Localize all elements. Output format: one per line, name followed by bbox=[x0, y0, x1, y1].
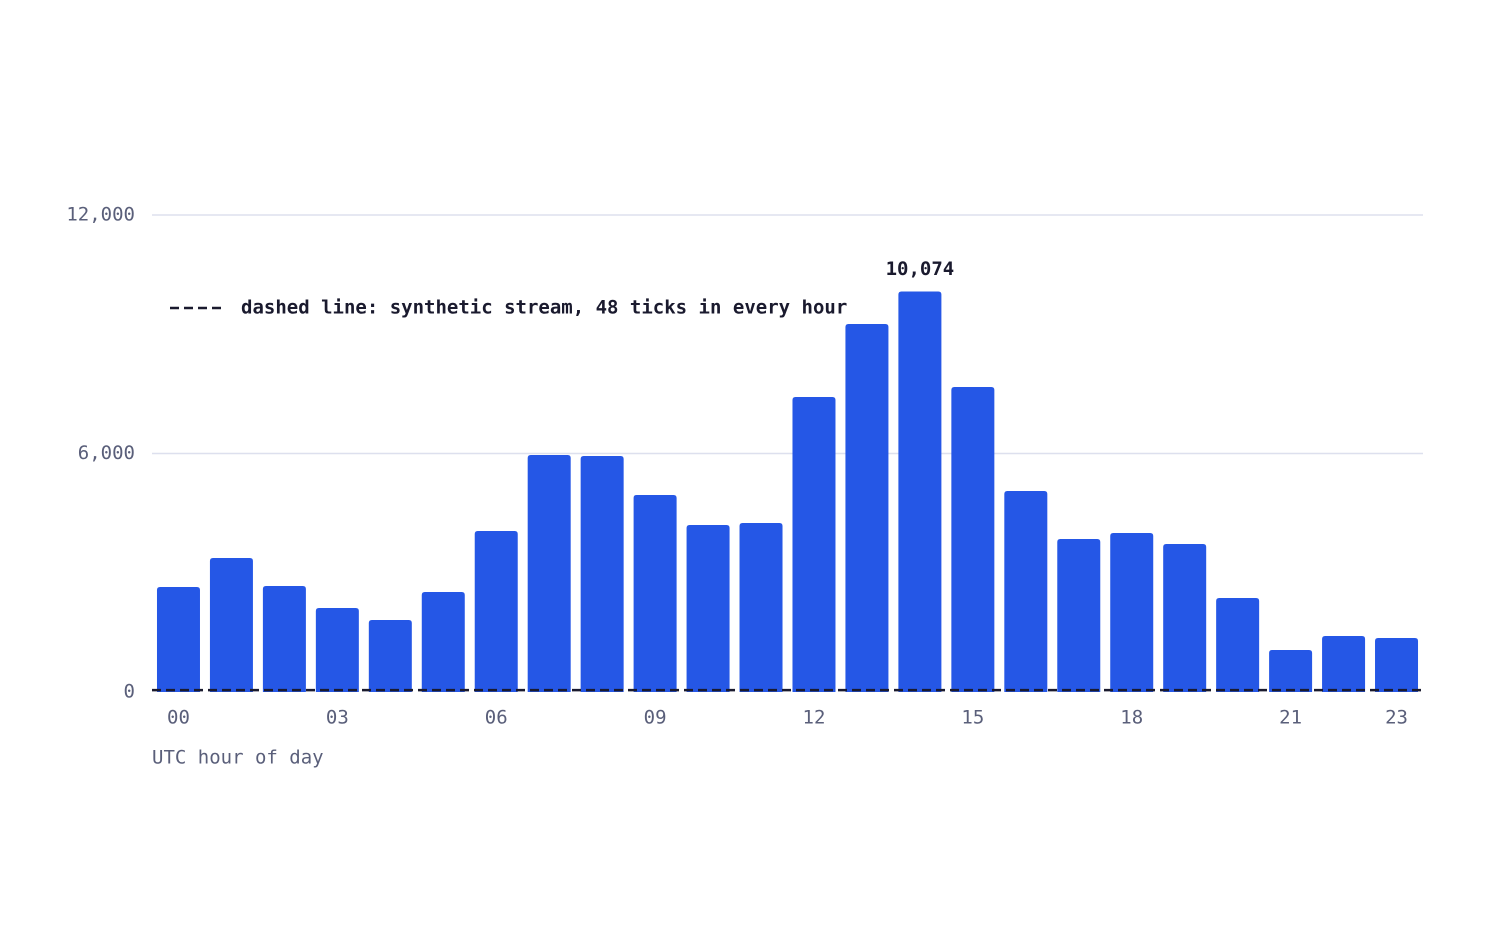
x-tick-label: 06 bbox=[485, 707, 508, 729]
x-axis-label: UTC hour of day bbox=[152, 747, 324, 769]
y-tick-label: 6,000 bbox=[78, 442, 135, 464]
x-tick-label: 21 bbox=[1279, 707, 1302, 729]
bar bbox=[315, 608, 359, 692]
bar bbox=[1110, 533, 1154, 692]
bar bbox=[739, 522, 783, 692]
bar bbox=[474, 531, 518, 692]
y-tick-label: 12,000 bbox=[66, 204, 135, 226]
x-tick-label: 23 bbox=[1385, 707, 1408, 729]
bar bbox=[686, 525, 730, 692]
bar bbox=[368, 620, 412, 692]
bar bbox=[156, 586, 200, 692]
legend-label: dashed line: synthetic stream, 48 ticks … bbox=[241, 297, 847, 319]
bar bbox=[580, 456, 624, 692]
bar bbox=[262, 585, 306, 692]
bar bbox=[951, 386, 995, 692]
x-tick-label: 03 bbox=[326, 707, 349, 729]
bar bbox=[1057, 539, 1101, 692]
x-tick-label: 15 bbox=[961, 707, 984, 729]
value-label: 10,074 bbox=[886, 258, 955, 280]
bar bbox=[1375, 638, 1419, 692]
bar bbox=[792, 397, 836, 692]
x-tick-label: 12 bbox=[803, 707, 826, 729]
bar bbox=[209, 558, 253, 692]
bar bbox=[633, 494, 677, 692]
bar bbox=[1216, 597, 1260, 692]
bar bbox=[1163, 544, 1207, 692]
y-tick-label: 0 bbox=[124, 681, 135, 703]
x-tick-label: 00 bbox=[167, 707, 190, 729]
bar bbox=[527, 455, 571, 692]
bar bbox=[1004, 490, 1048, 692]
bar bbox=[898, 291, 942, 692]
bar bbox=[1269, 649, 1313, 692]
x-tick-label: 18 bbox=[1120, 707, 1143, 729]
bar bbox=[845, 323, 889, 692]
bar bbox=[421, 591, 465, 692]
bar bbox=[1322, 635, 1366, 692]
x-tick-label: 09 bbox=[644, 707, 667, 729]
